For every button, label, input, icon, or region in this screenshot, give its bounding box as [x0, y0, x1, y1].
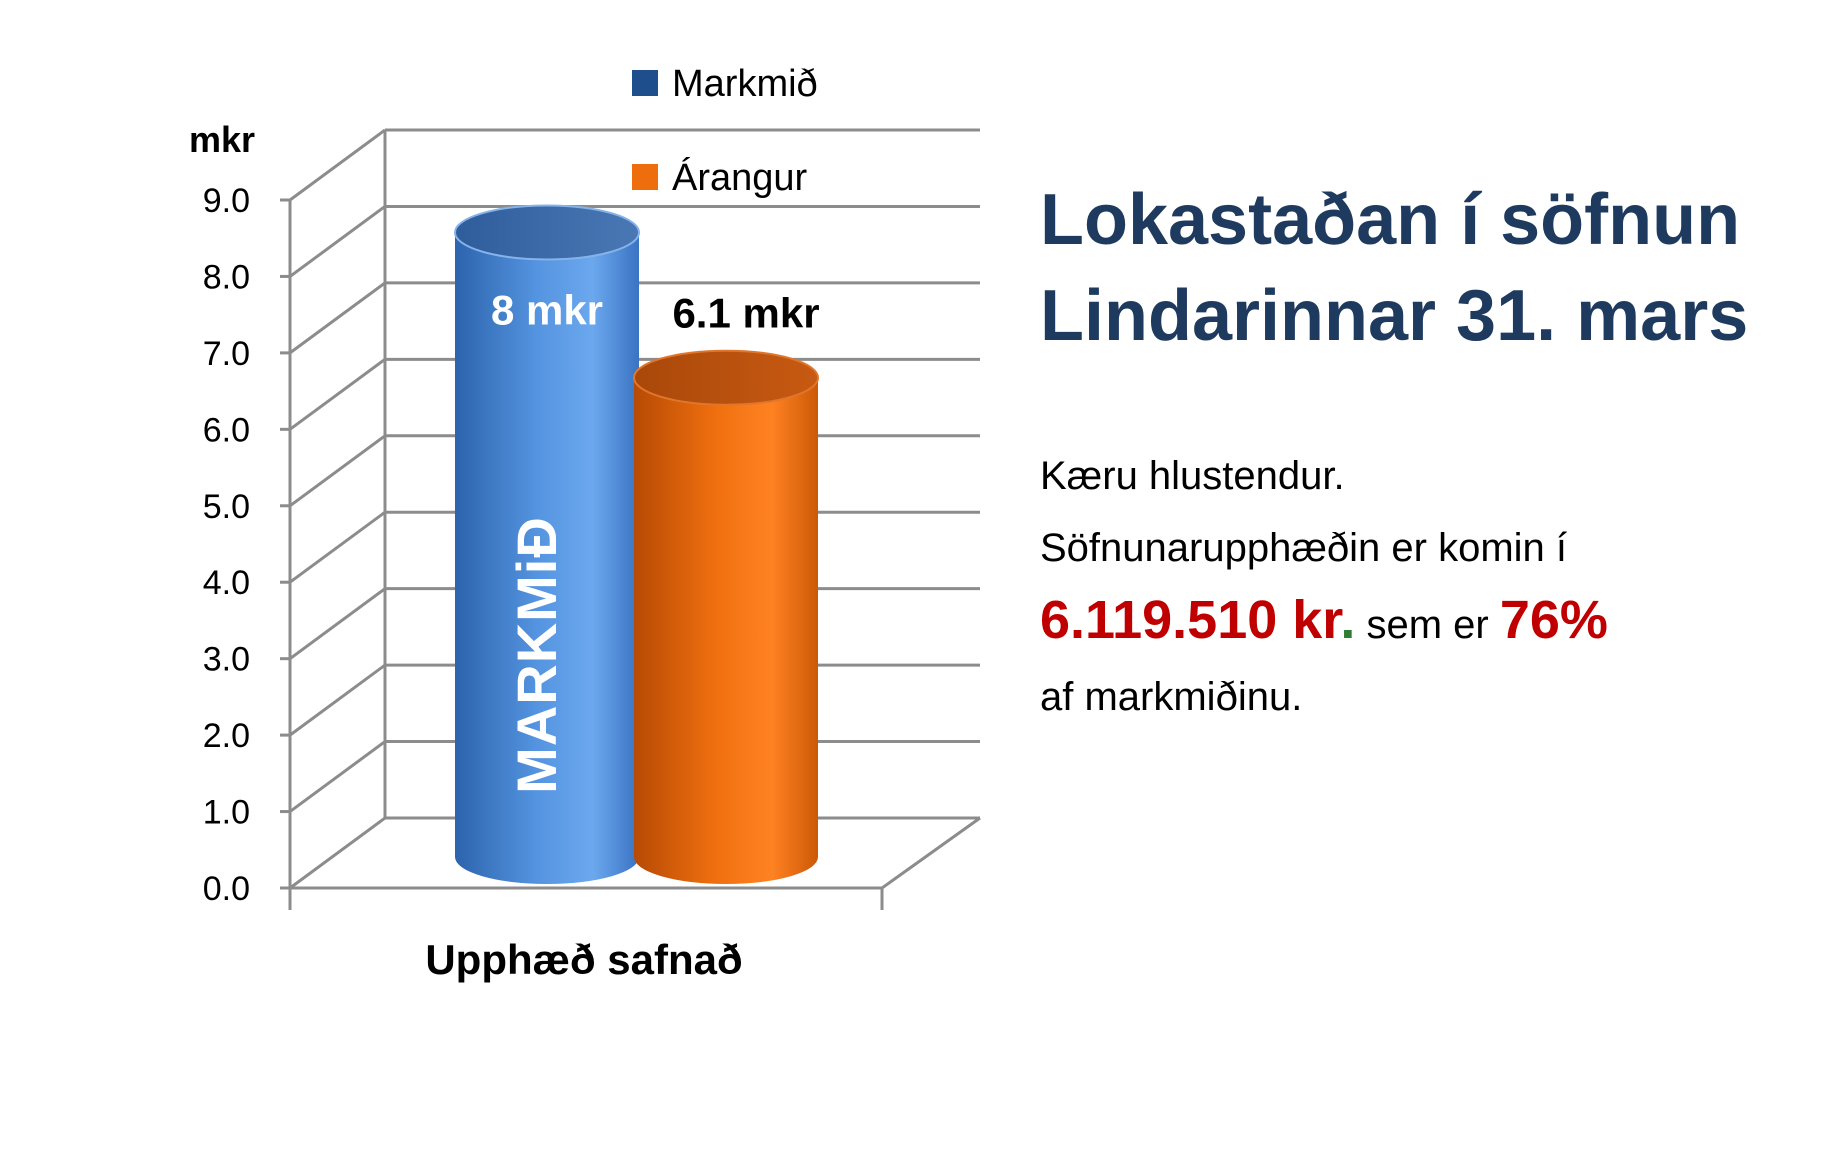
y-tick-label-6: 6.0 — [203, 411, 250, 449]
bar-arangur — [633, 349, 819, 884]
y-tick-label-0: 0.0 — [203, 870, 250, 908]
y-tick-label-1: 1.0 — [203, 794, 250, 832]
gridline-side-3 — [289, 587, 386, 660]
message-closing: af markmiðinu. — [1040, 675, 1303, 719]
y-tick-label-5: 5.0 — [203, 488, 250, 526]
gridline-side-1 — [289, 740, 386, 813]
data-label-markmid: 8 mkr — [491, 286, 603, 333]
bar-markmid-body — [455, 232, 639, 884]
panel-title: Lokastaðan í söfnun Lindarinnar 31. mars — [1040, 172, 1820, 364]
y-axis-ticks: 0.0 1.0 2.0 3.0 4.0 5.0 6.0 7.0 8.0 9.0 — [203, 182, 290, 908]
panel-title-line-1: Lokastaðan í söfnun — [1040, 180, 1741, 260]
gridline-side-0 — [289, 816, 386, 890]
y-tick-label-8: 8.0 — [203, 258, 250, 296]
bar-arangur-top — [633, 349, 819, 406]
legend-label-markmid: Markmið — [672, 63, 818, 105]
y-tick-label-7: 7.0 — [203, 335, 250, 373]
legend-swatch-markmid — [632, 70, 658, 96]
bar-arangur-body — [634, 377, 818, 884]
y-tick-label-3: 3.0 — [203, 641, 250, 679]
bar-inner-label-markmid: MARKMiÐ — [505, 516, 568, 794]
y-axis-unit-label: mkr — [189, 119, 255, 160]
gridline-side-8 — [289, 205, 386, 278]
gridline-side-6 — [289, 358, 386, 431]
legend-swatch-arangur — [632, 164, 658, 190]
message-greeting: Kæru hlustendur. — [1040, 454, 1345, 498]
y-tick-label-2: 2.0 — [203, 717, 250, 755]
gridline-side-2 — [289, 663, 386, 737]
gridline-side-5 — [289, 434, 386, 507]
x-category-label: Upphæð safnað — [425, 936, 742, 983]
gridline-side-7 — [289, 281, 386, 355]
panel-message: Kæru hlustendur. Söfnunarupphæðin er kom… — [1040, 440, 1820, 733]
message-amount-line: 6.119.510 kr. sem er 76% — [1040, 584, 1820, 661]
panel-title-line-2: Lindarinnar 31. mars — [1040, 276, 1749, 356]
amount-dot: . — [1340, 590, 1356, 650]
amount-value: 6.119.510 kr — [1040, 590, 1341, 650]
bar-chart: mkr 0.0 1.0 2.0 3.0 4.0 5.0 6.0 7.0 8.0 9.0 8 mkr… — [189, 63, 981, 983]
amount-connector: sem er — [1366, 603, 1489, 647]
gridline-side-9 — [289, 128, 386, 202]
bar-markmid — [454, 204, 640, 884]
y-tick-label-9: 9.0 — [203, 182, 250, 220]
chart-legend: Markmið Árangur — [632, 63, 818, 199]
gridline-side-4 — [289, 511, 386, 584]
floor-right-edge — [881, 816, 981, 890]
percent-value: 76% — [1499, 590, 1608, 650]
legend-label-arangur: Árangur — [672, 156, 808, 199]
data-label-arangur: 6.1 mkr — [672, 290, 819, 337]
bar-markmid-top — [454, 204, 640, 261]
y-tick-label-4: 4.0 — [203, 564, 250, 602]
message-intro: Söfnunarupphæðin er komin í — [1040, 526, 1567, 570]
